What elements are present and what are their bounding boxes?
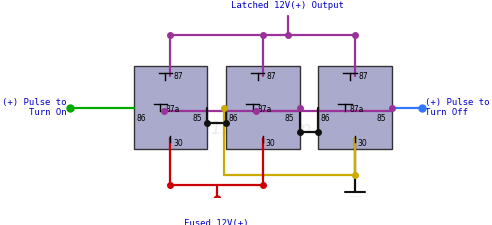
Text: the12volt.com: the12volt.com (182, 120, 312, 138)
Text: (+) Pulse to
Turn On: (+) Pulse to Turn On (2, 98, 66, 117)
Bar (318, 65, 392, 149)
Text: 30: 30 (173, 139, 183, 148)
Text: Fused 12V(+): Fused 12V(+) (184, 219, 249, 225)
Bar (133, 65, 207, 149)
Text: 87: 87 (358, 72, 368, 81)
Text: 87: 87 (174, 72, 184, 81)
Text: 30: 30 (265, 139, 275, 148)
Text: 87a: 87a (165, 105, 180, 114)
Text: Latched 12V(+) Output: Latched 12V(+) Output (231, 2, 344, 11)
Bar (226, 65, 300, 149)
Text: 86: 86 (228, 114, 238, 123)
Text: 85: 85 (284, 114, 294, 123)
Text: 86: 86 (136, 114, 146, 123)
Text: 87a: 87a (350, 105, 364, 114)
Text: (+) Pulse to
Turn Off: (+) Pulse to Turn Off (426, 98, 490, 117)
Text: 30: 30 (358, 139, 367, 148)
Text: 87a: 87a (258, 105, 272, 114)
Text: 85: 85 (377, 114, 386, 123)
Text: 87: 87 (266, 72, 276, 81)
Text: 85: 85 (192, 114, 202, 123)
Text: 86: 86 (321, 114, 330, 123)
